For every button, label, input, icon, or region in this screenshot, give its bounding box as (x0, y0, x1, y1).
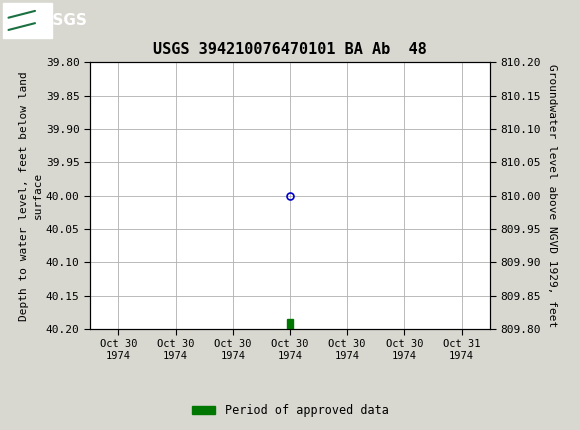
Title: USGS 394210076470101 BA Ab  48: USGS 394210076470101 BA Ab 48 (153, 42, 427, 57)
Legend: Period of approved data: Period of approved data (187, 399, 393, 422)
Y-axis label: Groundwater level above NGVD 1929, feet: Groundwater level above NGVD 1929, feet (546, 64, 557, 327)
Text: USGS: USGS (41, 13, 88, 28)
Bar (287, 319, 293, 329)
FancyBboxPatch shape (3, 3, 52, 37)
Y-axis label: Depth to water level, feet below land
surface: Depth to water level, feet below land su… (19, 71, 43, 320)
